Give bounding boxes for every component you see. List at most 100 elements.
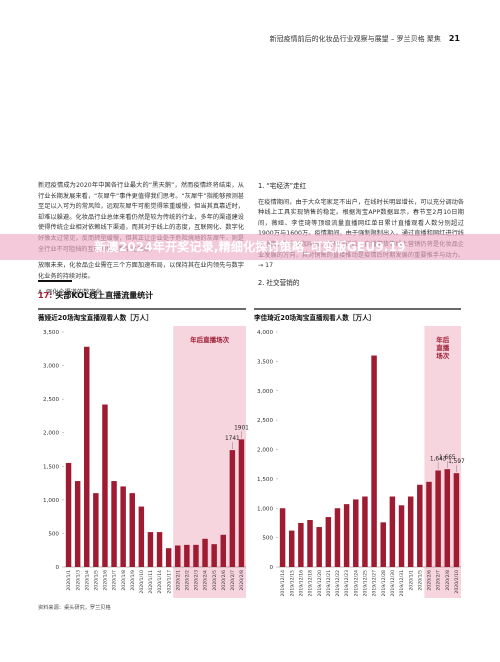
y-tick-label: 0 — [55, 565, 59, 571]
bar — [389, 496, 396, 567]
x-tick-label: 2019/12/20 — [317, 570, 323, 597]
bar — [93, 493, 99, 567]
bar — [111, 481, 117, 567]
y-tick-label: 1,000 — [43, 498, 59, 504]
y-tick-label: 2,000 — [257, 448, 273, 454]
x-tick-label: 2020/1/17 — [166, 570, 172, 594]
bar — [426, 481, 432, 567]
header-title: 新冠疫情前后的化妆品行业观察与展望 – 罗兰贝格 聚焦 — [269, 35, 441, 43]
y-tick-label: 3,500 — [43, 330, 59, 336]
value-label: 1741 — [225, 436, 240, 442]
value-label: 1,665 — [439, 455, 456, 461]
y-tick-label: 1,000 — [257, 506, 273, 512]
bar — [211, 544, 217, 567]
bar — [353, 499, 359, 567]
x-tick-label: 2020/1/1 — [408, 570, 414, 591]
bar — [220, 534, 226, 567]
value-label: 1,643 — [430, 456, 447, 462]
y-tick-label: 3,500 — [257, 359, 273, 365]
x-tick-label: 2019/12/27 — [372, 570, 378, 597]
bar — [120, 486, 126, 567]
figure-rule — [38, 280, 72, 282]
x-tick-label: 2020/1/9 — [130, 570, 136, 591]
x-tick-label: 2020/2/3 — [194, 570, 200, 591]
x-tick-label: 2020/2/7 — [436, 570, 442, 591]
x-tick-label: 2019/12/16 — [298, 570, 304, 597]
x-tick-label: 2020/2/4 — [203, 570, 209, 591]
x-tick-label: 2020/2/6 — [221, 570, 227, 591]
x-tick-label: 2019/12/14 — [280, 570, 286, 597]
x-tick-label: 2020/2/8 — [445, 570, 451, 591]
x-tick-label: 2020/2/5 — [212, 570, 218, 591]
x-tick-label: 2020/1/5 — [93, 570, 99, 591]
y-tick-label: 1,500 — [257, 477, 273, 483]
bar — [129, 493, 135, 567]
bar — [156, 532, 163, 567]
x-tick-label: 2020/1/1 — [66, 570, 72, 591]
x-tick-label: 2020/1/3 — [75, 570, 81, 591]
x-tick-label: 2019/12/15 — [289, 570, 295, 597]
y-tick-label: 3,000 — [257, 389, 273, 395]
y-tick-label: 2,500 — [43, 397, 59, 403]
chart-title: 薇娅近20场淘宝直播观看人数［万人］ — [37, 313, 153, 322]
bar — [435, 470, 441, 567]
x-tick-label: 2020/1/7 — [112, 570, 118, 591]
x-tick-label: 2019/12/30 — [390, 570, 396, 597]
paragraph: 放眼未来，化妆品企业需在三个方面加速布局，以保持其在业内领先与数字化业务的持续对… — [38, 262, 244, 280]
highlight-label: 年后直播场次 — [190, 336, 230, 344]
page-number: 21 — [448, 34, 460, 43]
y-tick-label: 2,500 — [257, 418, 273, 424]
bar — [74, 481, 81, 567]
bar — [453, 473, 460, 567]
bar — [147, 532, 154, 567]
bar — [229, 450, 236, 567]
overlay-banner: 新澳2024年开奖记录,精细化探讨策略_可变版GEU9.19 — [0, 234, 500, 260]
highlight-label: 年后直播场次 — [436, 336, 450, 360]
x-tick-label: 2020/1/4 — [84, 570, 90, 591]
section-heading: 1. “宅经济”走红 — [258, 182, 307, 190]
bar — [84, 346, 90, 567]
bar — [444, 469, 451, 567]
bar — [417, 484, 423, 567]
x-tick-label: 2019/12/18 — [308, 570, 314, 597]
x-tick-label: 2020/2/6 — [427, 570, 433, 591]
x-tick-label: 2020/1/10 — [139, 570, 145, 594]
x-tick-label: 2019/12/25 — [363, 570, 369, 597]
bar — [316, 527, 322, 567]
bar — [371, 355, 377, 567]
y-tick-label: 500 — [48, 531, 59, 537]
x-tick-label: 2020/2/7 — [230, 570, 236, 591]
x-tick-label: 2020/1/6 — [103, 570, 109, 591]
value-label: 1901 — [234, 425, 249, 431]
bar — [362, 496, 368, 567]
bar — [279, 508, 286, 567]
bar — [334, 508, 341, 567]
value-label: 1,597 — [448, 459, 465, 465]
x-tick-label: 2019/12/31 — [399, 570, 405, 597]
x-tick-label: 2019/12/28 — [381, 570, 387, 597]
x-tick-label: 2020/2/10 — [454, 570, 460, 594]
x-tick-label: 2020/2/1 — [175, 570, 181, 591]
y-tick-label: 1,500 — [43, 464, 59, 470]
paragraph: A. 强化全渠道的数字化 — [38, 289, 102, 297]
bar — [175, 545, 181, 567]
x-tick-label: 2020/2/2 — [184, 570, 190, 591]
bar — [288, 530, 295, 567]
bar — [298, 522, 304, 567]
source-note: 资料来源：桌头研究，罗兰贝格 — [38, 605, 111, 611]
bar — [238, 439, 245, 567]
bar — [343, 504, 350, 567]
x-tick-label: 2020/2/8 — [239, 570, 245, 591]
bar — [202, 538, 208, 567]
x-tick-label: 2019/12/23 — [344, 570, 350, 597]
bar — [138, 506, 145, 567]
bar — [65, 462, 72, 567]
bar — [325, 517, 332, 567]
chart-title: 李佳琦近20场淘宝直播观看人数［万人］ — [253, 313, 375, 322]
section-heading: 2. 社交营销的 — [258, 278, 300, 287]
figure-title: 17: 头部KOL线上直播流量统计 — [38, 290, 153, 301]
bar — [307, 520, 313, 567]
bar — [102, 404, 108, 567]
